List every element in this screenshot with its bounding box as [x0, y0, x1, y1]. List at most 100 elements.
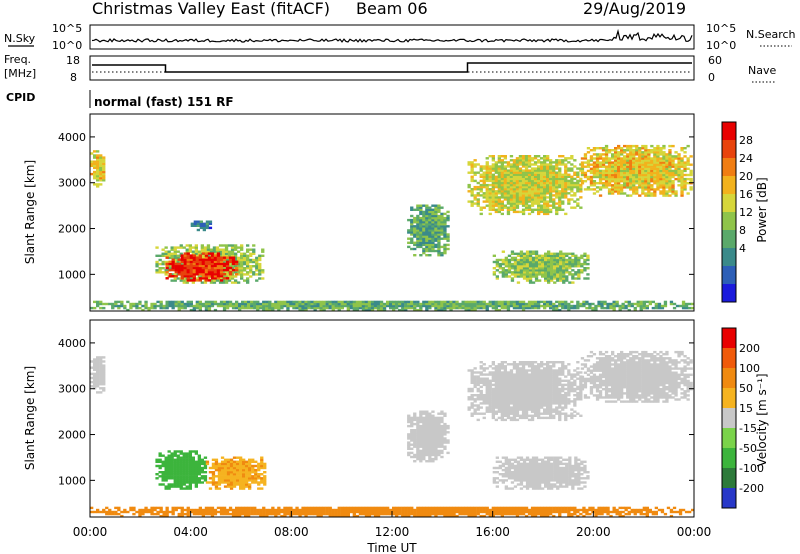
- heatmap-cell: [203, 248, 208, 251]
- heatmap-cell: [170, 475, 174, 478]
- heatmap-cell: [509, 410, 514, 413]
- heatmap-cell: [638, 186, 642, 189]
- heatmap-cell: [537, 175, 541, 178]
- heatmap-cell: [382, 308, 387, 312]
- heatmap-cell: [534, 258, 539, 262]
- heatmap-cell: [200, 466, 204, 470]
- heatmap-cell: [650, 184, 654, 187]
- heatmap-cell: [232, 483, 237, 486]
- heatmap-cell: [558, 196, 562, 199]
- heatmap-cell: [518, 200, 523, 203]
- heatmap-cell: [227, 252, 232, 255]
- heatmap-cell: [231, 258, 236, 261]
- heatmap-cell: [200, 481, 204, 484]
- heatmap-cell: [173, 254, 177, 257]
- heatmap-cell: [485, 396, 489, 399]
- heatmap-cell: [527, 391, 532, 395]
- heatmap-cell: [497, 404, 501, 407]
- heatmap-cell: [416, 437, 420, 440]
- heatmap-cell: [219, 304, 224, 308]
- heatmap-cell: [503, 204, 507, 207]
- heatmap-cell: [237, 281, 241, 284]
- heatmap-cell: [571, 269, 575, 272]
- heatmap-cell: [518, 155, 523, 158]
- heatmap-cell: [543, 183, 547, 187]
- heatmap-cell: [437, 420, 441, 424]
- heatmap-cell: [561, 196, 565, 199]
- heatmap-cell: [428, 243, 432, 247]
- heatmap-cell: [161, 464, 165, 468]
- heatmap-cell: [583, 252, 587, 255]
- heatmap-cell: [440, 410, 444, 413]
- heatmap-cell: [180, 277, 184, 280]
- heatmap-cell: [155, 254, 159, 257]
- heatmap-cell: [494, 179, 498, 183]
- heatmap-cell: [659, 171, 663, 175]
- heatmap-cell: [304, 306, 308, 310]
- heatmap-cell: [534, 265, 539, 268]
- heatmap-cell: [99, 300, 103, 304]
- heatmap-cell: [155, 260, 159, 264]
- heatmap-cell: [379, 306, 384, 310]
- heatmap-cell: [173, 256, 177, 260]
- heatmap-cell: [470, 371, 474, 374]
- heatmap-cell: [541, 258, 545, 262]
- heatmap-cell: [96, 370, 100, 373]
- heatmap-cell: [198, 273, 202, 276]
- heatmap-cell: [497, 192, 501, 195]
- heatmap-cell: [573, 177, 577, 181]
- heatmap-cell: [501, 250, 505, 253]
- heatmap-cell: [583, 262, 587, 266]
- heatmap-cell: [537, 177, 541, 181]
- heatmap-cell: [165, 277, 169, 280]
- heatmap-cell: [164, 464, 168, 468]
- heatmap-cell: [500, 306, 504, 310]
- heatmap-cell: [437, 243, 441, 247]
- heatmap-cell: [491, 163, 495, 166]
- heatmap-cell: [522, 269, 527, 272]
- colorbar-swatch: [722, 176, 736, 195]
- heatmap-cell: [552, 185, 556, 189]
- heatmap-cell: [601, 173, 606, 177]
- heatmap-cell: [407, 441, 411, 444]
- heatmap-cell: [428, 451, 432, 455]
- heatmap-cell: [419, 306, 423, 310]
- heatmap-cell: [561, 155, 565, 158]
- heatmap-cell: [198, 262, 202, 266]
- heatmap-cell: [482, 177, 486, 181]
- heatmap-cell: [639, 304, 643, 308]
- heatmap-cell: [521, 371, 526, 374]
- heatmap-cell: [568, 260, 572, 264]
- heatmap-cell: [248, 462, 252, 466]
- heatmap-cell: [518, 202, 523, 205]
- heatmap-cell: [277, 308, 281, 312]
- heatmap-cell: [177, 308, 181, 312]
- heatmap-cell: [210, 254, 215, 257]
- heatmap-cell: [617, 169, 621, 173]
- heatmap-cell: [543, 208, 547, 211]
- heatmap-cell: [500, 169, 504, 172]
- heatmap-cell: [234, 265, 238, 268]
- heatmap-cell: [132, 302, 136, 306]
- heatmap-cell: [500, 159, 504, 162]
- heatmap-cell: [626, 155, 630, 158]
- heatmap-cell: [650, 165, 654, 168]
- heatmap-cell: [446, 214, 450, 218]
- heatmap-cell: [561, 181, 565, 185]
- heatmap-cell: [428, 208, 432, 211]
- heatmap-cell: [642, 302, 646, 306]
- heatmap-cell: [488, 196, 492, 199]
- heatmap-cell: [434, 227, 438, 230]
- heatmap-cell: [167, 267, 171, 270]
- heatmap-cell: [440, 218, 444, 222]
- heatmap-cell: [428, 233, 432, 236]
- heatmap-cell: [497, 175, 501, 178]
- date-label: 29/Aug/2019: [583, 0, 686, 18]
- heatmap-cell: [220, 468, 225, 472]
- heatmap-cell: [307, 302, 311, 306]
- heatmap-cell: [540, 192, 544, 195]
- heatmap-cell: [547, 256, 551, 260]
- heatmap-cell: [479, 194, 483, 197]
- heatmap-cell: [185, 250, 189, 253]
- heatmap-cell: [585, 302, 589, 306]
